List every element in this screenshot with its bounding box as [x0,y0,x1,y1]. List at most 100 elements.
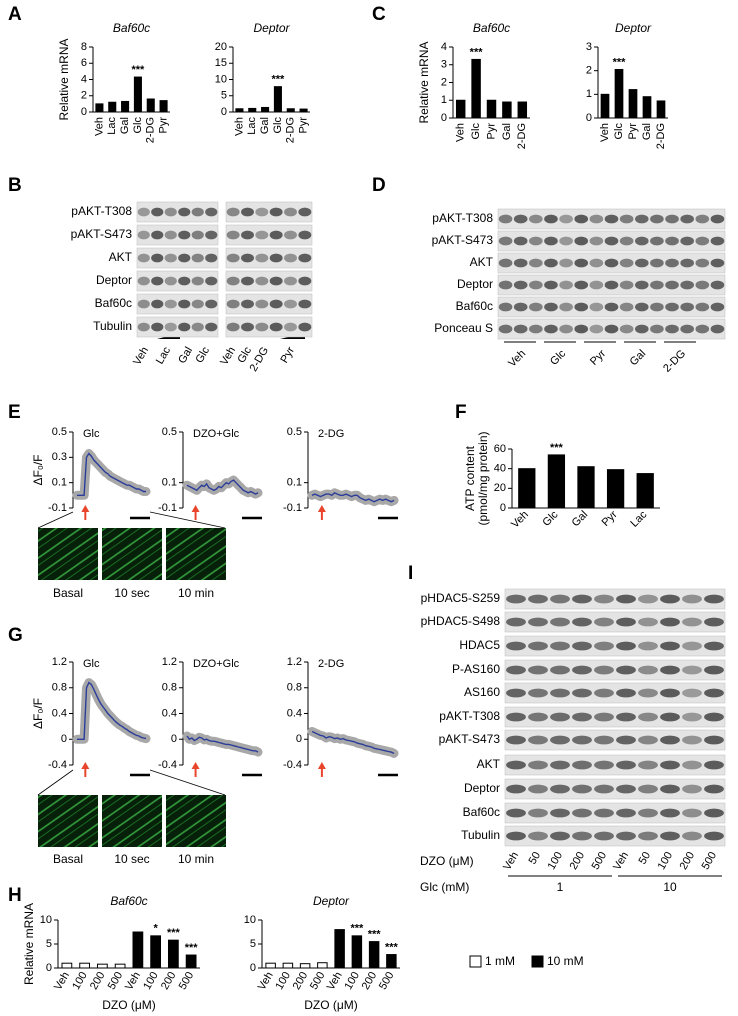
blot-band [506,735,526,745]
panel-letter: G [8,625,23,646]
layout [37,333,305,847]
blot-band [695,214,710,224]
micrograph [38,528,98,580]
blot-band [528,784,548,794]
blot-band [178,253,191,263]
y-tick-label: 0 [46,962,52,974]
bar [273,86,282,113]
bar [121,100,130,113]
blot-band [205,299,218,309]
blot-band [298,276,312,286]
blot-band [164,230,177,240]
blot-strip [504,825,726,847]
bar [351,935,363,969]
blot-band [650,258,664,268]
blot-band [682,784,702,794]
stimulus-arrow-head [317,505,326,512]
y-tick-label: 0.4 [52,707,67,719]
panel-letter: E [8,402,21,423]
panel-letter: A [8,4,22,25]
blot-band [498,302,513,312]
blot-band [529,214,543,224]
blot-band [665,258,679,268]
blot-band [528,760,548,770]
y-tick-label: 8 [81,41,87,53]
x-tick-label: 500 [308,970,328,992]
blot-row-label: pHDAC5-S259 [421,591,501,605]
lane-label: 200 [678,850,698,872]
blot-band [594,831,614,841]
bar [628,89,638,119]
image-label: 10 sec [114,586,149,600]
blot-band [589,214,604,224]
blot-band [191,299,204,309]
blot-band [164,276,177,286]
blot-band [572,760,592,770]
y-tick-label: 0.3 [52,451,67,463]
bar [167,939,179,969]
bar [317,962,328,969]
y-axis-label: (pmol/mg protein) [476,431,490,525]
blot-band [529,302,543,312]
y-tick-label: 0.1 [162,477,177,489]
blot-band [619,236,634,246]
y-tick-label: 2 [586,65,592,77]
blot-band [559,324,573,334]
blot-band [704,617,724,627]
y-tick-label: 5 [250,938,256,950]
bar [386,954,397,969]
blot-band [616,735,636,745]
y-tick-label: 0 [441,112,447,124]
blot-band [528,688,548,698]
chart-title: Baf60c [473,21,510,35]
lane-label: 200 [568,850,588,872]
blot-band [704,784,724,794]
micrograph [166,795,226,847]
blot-band [241,299,254,309]
bar [368,941,380,969]
zoom-line [37,511,74,529]
image-label: 10 min [178,852,214,866]
blot-strip [225,224,313,246]
y-tick-label: -0.1 [158,502,177,514]
y-axis-label: Relative mRNA [417,41,431,123]
blot-band [572,784,592,794]
bar [517,101,528,119]
blot-band [513,214,528,224]
blot-band [205,207,218,217]
blot-band [634,236,649,246]
blot-band [205,230,218,240]
blot-row-label: Ponceau S [434,321,493,335]
image-label: Basal [53,852,83,866]
blot-band [284,299,297,309]
bar [146,98,155,113]
blot-band [660,617,680,627]
bar [108,101,117,113]
blot-band [704,808,724,818]
trace [186,735,259,753]
blot-band [680,258,694,268]
blot-band [559,236,573,246]
lane-label: Veh [501,850,521,872]
blot-band [616,831,636,841]
blot-band [710,236,725,246]
y-tick-label: 0.8 [287,682,302,694]
blot-band [550,665,570,675]
blot-band [255,322,269,332]
y-tick-label: 0.1 [287,477,302,489]
lane-label: Pyr [588,347,608,367]
blot-band [255,253,269,263]
blot-band [710,324,725,334]
significance: *** [350,923,364,935]
blot-band [616,688,636,698]
blot-band [550,617,570,627]
bar [299,963,311,969]
blot-band [704,735,724,745]
blot-strip [136,270,219,292]
blot-band [594,784,614,794]
blot-band [660,784,680,794]
blot-row-label: Tubulin [461,828,500,842]
blot-band [682,688,702,698]
y-tick-label: 10 [215,73,227,85]
blot-band [550,760,570,770]
